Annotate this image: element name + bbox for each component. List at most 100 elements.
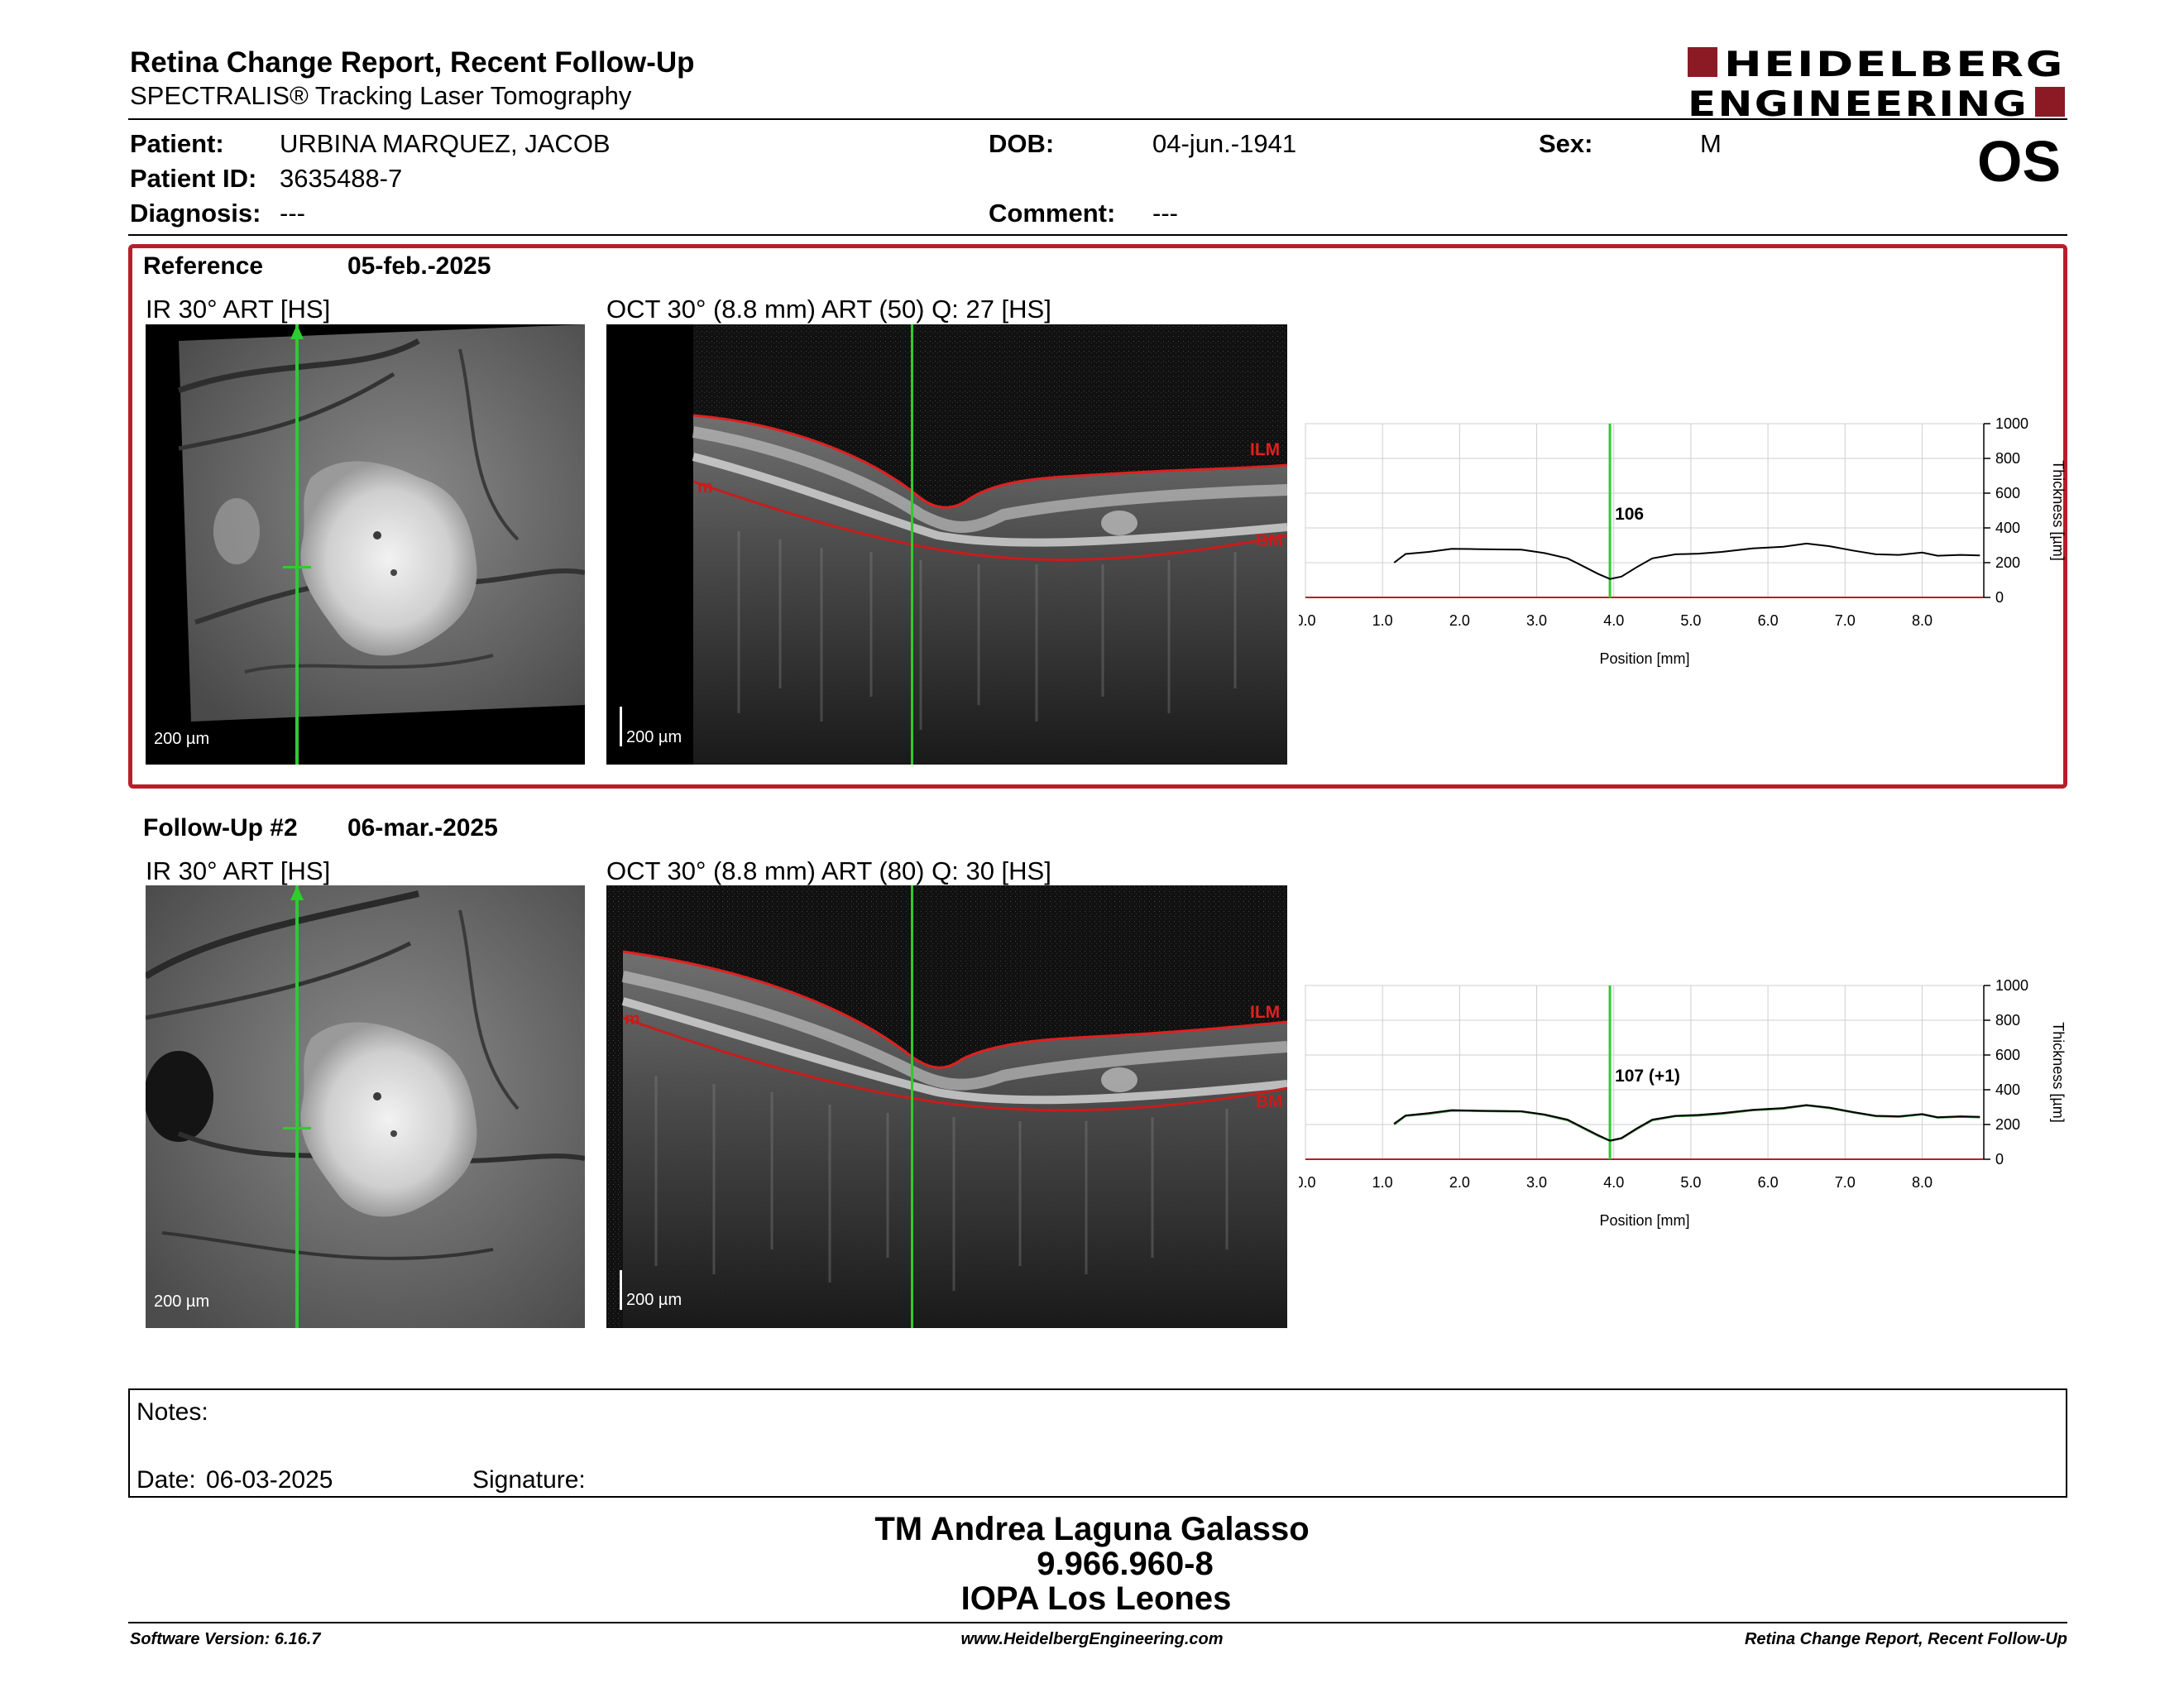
header-divider xyxy=(128,118,2067,120)
diagnosis-value: --- xyxy=(280,199,305,228)
signatory-id: 9.966.960-8 xyxy=(1037,1546,1214,1582)
diagnosis-label: Diagnosis: xyxy=(130,199,261,228)
reference-bm-label: BM xyxy=(1256,531,1283,550)
software-version: Software Version: 6.16.7 xyxy=(130,1630,321,1648)
notes-box: Notes: Date: 06-03-2025 Signature: xyxy=(128,1388,2067,1498)
x-tick-label: 5.0 xyxy=(1680,1174,1701,1191)
footer-divider xyxy=(128,1622,2067,1623)
followup-ir-scale: 200 µm xyxy=(154,1292,210,1311)
scan-direction-arrow-icon xyxy=(290,885,304,900)
reference-date: 05-feb.-2025 xyxy=(347,252,491,280)
x-tick-label: 5.0 xyxy=(1680,612,1701,629)
comment-label: Comment: xyxy=(989,199,1116,228)
signatory-institution: IOPA Los Leones xyxy=(960,1580,1232,1617)
date-value: 06-03-2025 xyxy=(206,1466,333,1494)
sex-value: M xyxy=(1700,129,1722,158)
y-tick-label: 200 xyxy=(1995,1116,2020,1133)
plot-area xyxy=(1305,423,1985,598)
reference-highlight xyxy=(128,244,2067,789)
reference-oct-label: OCT 30° (8.8 mm) ART (50) Q: 27 [HS] xyxy=(606,295,1051,324)
report-title: Retina Change Report, Recent Follow-Up xyxy=(130,46,695,79)
x-axis-label: Position [mm] xyxy=(1599,650,1689,667)
x-tick-label: 1.0 xyxy=(1372,1174,1393,1191)
x-axis-label: Position [mm] xyxy=(1599,1212,1689,1229)
eye-badge: OS xyxy=(1977,129,2062,194)
reference-oct-scan-line xyxy=(911,324,913,765)
followup-ir-scan-line xyxy=(295,885,299,1328)
footer-report-name: Retina Change Report, Recent Follow-Up xyxy=(1744,1630,2067,1648)
followup-oct-image: ILM BM m 200 µm xyxy=(606,885,1287,1328)
followup-label: Follow-Up #2 xyxy=(143,814,298,842)
reference-ir-image: 200 µm xyxy=(146,324,585,765)
website-link[interactable]: www.HeidelbergEngineering.com xyxy=(960,1630,1224,1648)
svg-text:HEIDELBERG: HEIDELBERG xyxy=(1724,44,2065,84)
x-tick-label: 4.0 xyxy=(1603,612,1624,629)
followup-m-label: m xyxy=(625,1009,640,1029)
sex-label: Sex: xyxy=(1539,129,1593,158)
x-tick-label: 1.0 xyxy=(1372,612,1393,629)
patient-label: Patient: xyxy=(130,129,224,158)
y-tick-label: 400 xyxy=(1995,520,2020,536)
followup-ilm-label: ILM xyxy=(1250,1003,1281,1022)
notes-label: Notes: xyxy=(136,1398,208,1426)
reference-ir-label: IR 30° ART [HS] xyxy=(146,295,331,324)
y-tick-label: 200 xyxy=(1995,554,2020,571)
patient-id: 3635488-7 xyxy=(280,164,403,193)
reference-ir-scan-line xyxy=(295,324,299,765)
x-tick-label: 3.0 xyxy=(1526,1174,1547,1191)
x-tick-label: 7.0 xyxy=(1835,1174,1856,1191)
y-tick-label: 0 xyxy=(1995,1151,2004,1168)
y-tick-label: 400 xyxy=(1995,1081,2020,1098)
followup-oct-scale: 200 µm xyxy=(626,1291,682,1309)
reference-m-label: m xyxy=(697,477,713,496)
y-axis-label: Thickness [µm] xyxy=(2050,460,2067,560)
y-tick-label: 1000 xyxy=(1995,415,2028,432)
x-tick-label: 0.0 xyxy=(1299,612,1316,629)
comment-value: --- xyxy=(1152,199,1178,228)
y-axis-label: Thickness [µm] xyxy=(2050,1022,2067,1122)
patient-name: URBINA MARQUEZ, JACOB xyxy=(280,129,611,158)
followup-ir-label: IR 30° ART [HS] xyxy=(146,856,331,885)
signature-label: Signature: xyxy=(472,1466,586,1494)
date-label: Date: xyxy=(136,1466,196,1494)
x-tick-label: 6.0 xyxy=(1758,1174,1779,1191)
dob-value: 04-jun.-1941 xyxy=(1152,129,1297,158)
followup-oct-label: OCT 30° (8.8 mm) ART (80) Q: 30 [HS] xyxy=(606,856,1051,885)
followup-bm-label: BM xyxy=(1256,1092,1283,1111)
thickness-marker-label: 107 (+1) xyxy=(1615,1067,1680,1086)
x-tick-label: 8.0 xyxy=(1912,1174,1933,1191)
y-tick-label: 800 xyxy=(1995,1012,2020,1029)
x-tick-label: 2.0 xyxy=(1449,612,1470,629)
reference-ir-scale: 200 µm xyxy=(154,730,210,748)
x-tick-label: 4.0 xyxy=(1603,1174,1624,1191)
reference-oct-image: ILM BM m 200 µm xyxy=(606,324,1287,765)
reference-oct-scale: 200 µm xyxy=(626,728,682,746)
followup-oct-scale-bar xyxy=(620,1270,622,1310)
x-tick-label: 0.0 xyxy=(1299,1174,1316,1191)
signatory-name: TM Andrea Laguna Galasso xyxy=(874,1511,1310,1547)
y-tick-label: 1000 xyxy=(1995,977,2028,994)
svg-text:ENGINEERING: ENGINEERING xyxy=(1688,84,2028,121)
info-divider xyxy=(128,234,2067,236)
dob-label: DOB: xyxy=(989,129,1055,158)
x-tick-label: 8.0 xyxy=(1912,612,1933,629)
y-tick-label: 800 xyxy=(1995,450,2020,467)
fovea-crosshair-icon xyxy=(283,566,311,568)
followup-oct-scan-line xyxy=(911,885,913,1328)
reference-label: Reference xyxy=(143,252,264,280)
y-tick-label: 600 xyxy=(1995,485,2020,501)
x-tick-label: 3.0 xyxy=(1526,612,1547,629)
followup-date: 06-mar.-2025 xyxy=(347,814,498,842)
x-tick-label: 6.0 xyxy=(1758,612,1779,629)
fovea-crosshair-icon xyxy=(283,1127,311,1129)
reference-ilm-label: ILM xyxy=(1250,440,1281,459)
heidelberg-logo: HEIDELBERG ENGINEERING xyxy=(1688,43,2068,124)
followup-thickness-chart: 0.0 1.0 2.0 3.0 4.0 5.0 6.0 7.0 8.0 0 200 400 600 800… xyxy=(1299,977,2067,1229)
followup-ir-image: 200 µm xyxy=(146,885,585,1328)
scan-direction-arrow-icon xyxy=(290,324,304,339)
patient-id-label: Patient ID: xyxy=(130,164,257,193)
reference-thickness-chart: 0.0 1.0 2.0 3.0 4.0 5.0 6.0 7.0 8.0 0 200 400 600 800… xyxy=(1299,415,2067,667)
report-subtitle: SPECTRALIS® Tracking Laser Tomography xyxy=(130,81,632,110)
thickness-marker-label: 106 xyxy=(1615,505,1644,524)
thickness-series-line xyxy=(1393,542,1980,580)
